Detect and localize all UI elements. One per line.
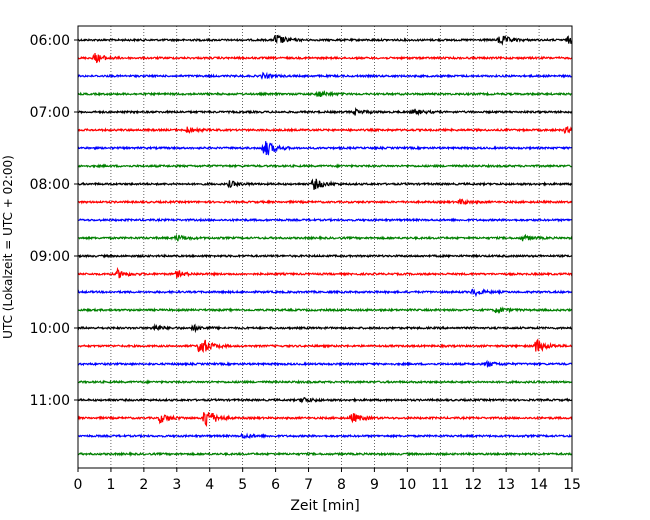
- x-tick-label: 9: [370, 477, 379, 493]
- trace-line: [77, 53, 573, 64]
- x-tick-label: 6: [271, 477, 280, 493]
- trace-line: [77, 338, 573, 354]
- plot-frame: [77, 25, 573, 469]
- y-tick-label: 08:00: [30, 177, 70, 193]
- y-tick-label: 09:00: [30, 249, 70, 265]
- x-tick-label: 13: [497, 477, 515, 493]
- trace-line: [77, 412, 573, 427]
- trace-line: [77, 34, 573, 46]
- trace-line: [77, 163, 573, 169]
- trace-line: [77, 233, 573, 242]
- trace-line: [77, 397, 573, 404]
- y-tick-label: 11:00: [30, 393, 70, 409]
- x-tick-label: 5: [238, 477, 247, 493]
- trace-line: [77, 141, 573, 156]
- trace-line: [77, 106, 573, 117]
- trace-line: [77, 306, 573, 314]
- trace-line: [77, 288, 573, 298]
- y-tick-label: 10:00: [30, 321, 70, 337]
- x-tick-label: 7: [304, 477, 313, 493]
- trace-line: [77, 451, 573, 457]
- x-tick-label: 0: [74, 477, 83, 493]
- trace-line: [77, 359, 573, 369]
- x-tick-label: 2: [139, 477, 148, 493]
- trace-line: [77, 126, 573, 135]
- x-tick-label: 15: [563, 477, 581, 493]
- y-tick-label: 07:00: [30, 105, 70, 121]
- x-axis: 0 1 2 3 4 5 6 7 8 9 10 11 12 13 14 15: [74, 468, 581, 493]
- x-tick-label: 11: [431, 477, 449, 493]
- trace-line: [77, 432, 573, 440]
- x-axis-label: Zeit [min]: [290, 498, 359, 514]
- trace-line: [77, 379, 573, 385]
- trace-line: [77, 217, 573, 223]
- trace-line: [77, 253, 573, 259]
- x-tick-label: 10: [398, 477, 416, 493]
- trace-line: [77, 89, 573, 98]
- trace-line: [77, 266, 573, 279]
- seismic-traces: [77, 34, 573, 457]
- x-tick-label: 8: [337, 477, 346, 493]
- y-axis: 06:00 07:00 08:00 09:00 10:00 11:00: [30, 33, 78, 409]
- y-tick-label: 06:00: [30, 33, 70, 49]
- x-tick-label: 1: [106, 477, 115, 493]
- trace-line: [77, 178, 573, 190]
- y-axis-label: UTC (Lokalzeit = UTC + 02:00): [1, 155, 15, 339]
- trace-line: [77, 198, 573, 206]
- trace-line: [77, 71, 573, 80]
- x-tick-label: 4: [205, 477, 214, 493]
- x-tick-label: 12: [464, 477, 482, 493]
- x-tick-label: 14: [530, 477, 548, 493]
- trace-line: [77, 323, 573, 334]
- x-tick-label: 3: [172, 477, 181, 493]
